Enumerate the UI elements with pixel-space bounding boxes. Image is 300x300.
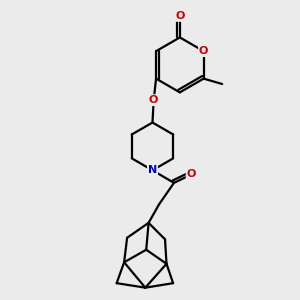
Text: O: O bbox=[199, 46, 208, 56]
Text: O: O bbox=[149, 95, 158, 105]
Text: O: O bbox=[187, 169, 196, 179]
Text: N: N bbox=[148, 165, 157, 175]
Text: O: O bbox=[175, 11, 184, 21]
